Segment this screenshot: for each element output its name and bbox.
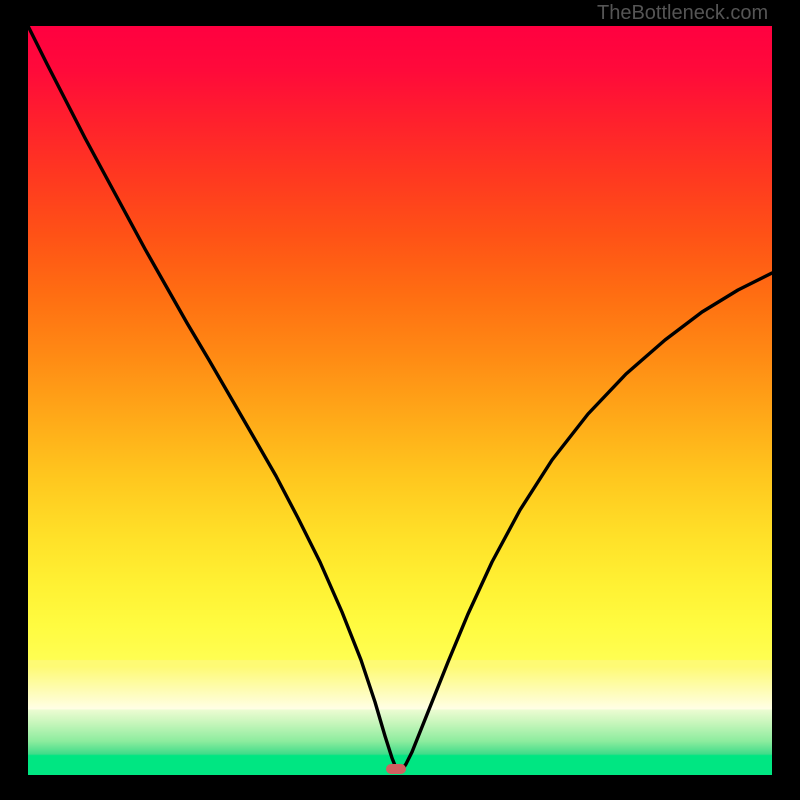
gradient-background bbox=[28, 26, 772, 775]
sweet-spot-marker bbox=[386, 764, 406, 774]
chart-container: TheBottleneck.com bbox=[0, 0, 800, 800]
plot-area bbox=[28, 26, 772, 775]
watermark-text: TheBottleneck.com bbox=[597, 2, 768, 25]
chart-svg bbox=[28, 26, 772, 775]
